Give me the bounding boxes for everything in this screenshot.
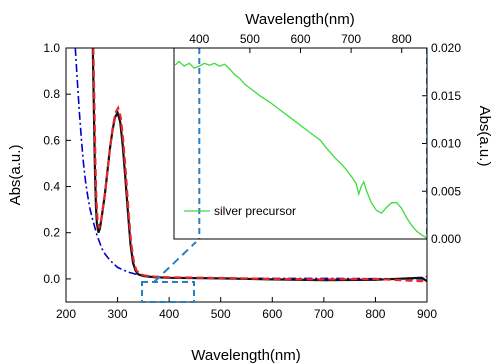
legend-label-silver-precursor: silver precursor [214,204,296,218]
inset-y-tick-label: 0.015 [431,89,461,103]
main-y-tick-label: 0.6 [43,133,60,147]
inset-y-tick-label: 0.000 [431,232,461,246]
main-x-tick-label: 300 [108,307,128,321]
inset-x-tick-label: 500 [240,32,260,46]
inset-background [174,48,427,239]
main-x-axis-title: Wavelength(nm) [191,347,300,364]
zoom-box [141,281,195,303]
inset-x-tick-label: 400 [189,32,209,46]
inset-x-tick-label: 800 [392,32,412,46]
main-y-axis-title: Abs(a.u.) [7,145,24,206]
main-y-tick-label: 1.0 [43,41,60,55]
inset-plot-frame [173,47,428,240]
main-x-tick-label: 800 [365,307,385,321]
main-y-tick-label: 0.4 [43,180,60,194]
main-x-tick-label: 600 [262,307,282,321]
inset-legend: silver precursor [184,204,296,218]
main-x-tick-label: 900 [417,307,437,321]
main-series-group [74,48,427,283]
main-x-tick-label: 500 [211,307,231,321]
inset-reference-lines [198,48,427,239]
main-y-tick-label: 0.2 [43,226,60,240]
main-tick-labels: 200 300 400 500 600 700 800 900 0.0 0.2 0.4 0.6 0.8 1… [43,41,437,321]
inset-y-tick-label: 0.005 [431,184,461,198]
main-x-tick-label: 700 [314,307,334,321]
main-y-tick-label: 0.0 [43,272,60,286]
main-x-tick-label: 200 [56,307,76,321]
main-x-tick-label: 400 [159,307,179,321]
inset-x-tick-label: 600 [290,32,310,46]
inset-y-tick-label: 0.020 [431,41,461,55]
inset-series-group [174,60,427,239]
zoom-connector-line [153,241,197,283]
inset-series-line [174,60,427,239]
main-series-line [92,48,427,283]
inset-tick-labels: 400 500 600 700 800 0.000 0.005 0.010 0.015 0.020 [189,32,461,246]
inset-x-tick-label: 700 [341,32,361,46]
inset-y-axis-title: Abs(a.u.) [476,106,491,167]
main-y-tick-label: 0.8 [43,87,60,101]
inset-x-axis-title: Wavelength(nm) [245,11,354,28]
zoom-indicator [141,241,197,303]
inset-y-tick-label: 0.010 [431,137,461,151]
